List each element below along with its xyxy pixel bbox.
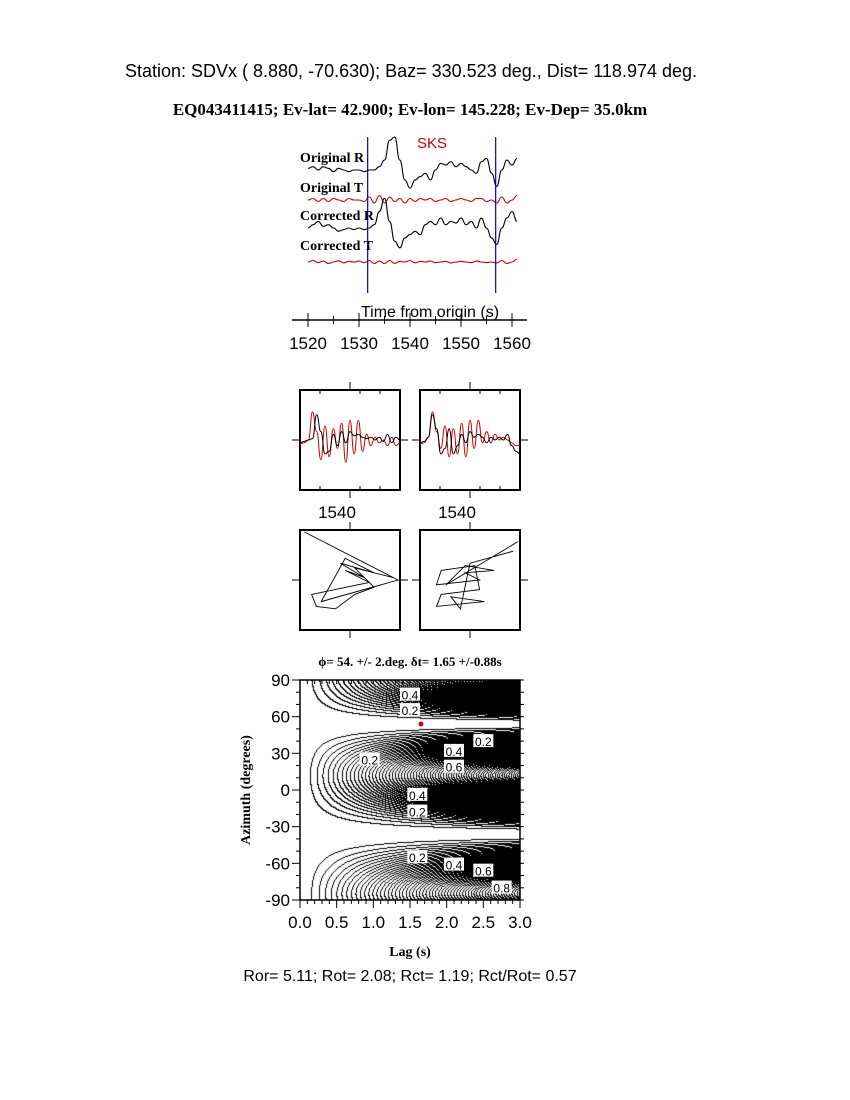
x-tick-label: 0.5 — [325, 913, 349, 932]
x-tick-label: 2.0 — [435, 913, 459, 932]
time-tick-label: 1520 — [289, 334, 327, 353]
waveform-red — [419, 411, 520, 458]
contour-label: 0.2 — [361, 753, 378, 767]
y-tick-label: -90 — [265, 891, 290, 910]
contour-title: ϕ= 54. +/- 2.deg. δt= 1.65 +/-0.88s — [318, 654, 502, 669]
event-line: EQ043411415; Ev-lat= 42.900; Ev-lon= 145… — [173, 100, 647, 119]
phase-label: SKS — [417, 135, 447, 152]
contour-label-bg — [400, 703, 420, 717]
waveform-red — [299, 411, 401, 463]
particle-motion-panels — [292, 522, 528, 638]
contour-axes: 0.0 0.5 1.0 1.5 2.0 2.5 3.0 90 60 30 0 -30 -60 -90 0.4… — [265, 671, 531, 932]
y-tick-label: 0 — [281, 781, 290, 800]
contour-label-bg — [359, 752, 380, 766]
contour-label-bg — [473, 734, 494, 748]
y-tick-label: 60 — [271, 708, 290, 727]
time-tick-label: 1550 — [442, 334, 480, 353]
y-tick-label: 30 — [271, 744, 290, 763]
contour-label-bg — [473, 863, 494, 877]
x-tick-label: 2.5 — [472, 913, 496, 932]
trace-corrected-t — [307, 258, 518, 265]
contour-label: 0.4 — [409, 789, 426, 803]
x-tick-label: 1.5 — [398, 913, 422, 932]
waveform-panels — [292, 382, 528, 498]
trace-label-original-r: Original R — [300, 151, 365, 166]
contour-label: 0.4 — [402, 689, 419, 703]
footer-ratios: Ror= 5.11; Rot= 2.08; Rct= 1.19; Rct/Rot… — [243, 968, 576, 985]
contour-label-bg — [444, 857, 464, 871]
contour-label: 0.8 — [493, 882, 510, 896]
x-tick-label: 0.0 — [288, 913, 312, 932]
contour-label: 0.4 — [446, 745, 463, 759]
contour-label: 0.6 — [446, 761, 463, 775]
trace-original-t — [307, 194, 518, 204]
contour-label: 0.6 — [475, 865, 492, 879]
contour-label-bg — [491, 880, 512, 894]
time-tick-label: 1540 — [391, 334, 429, 353]
best-fit-marker — [418, 721, 424, 727]
contour-xlabel: Lag (s) — [389, 945, 431, 960]
contour-label: 0.2 — [409, 851, 426, 865]
time-tick-label: 1560 — [493, 334, 531, 353]
time-axis: 1520 1530 1540 1550 1560 — [289, 313, 531, 353]
trace-original-r — [307, 136, 518, 189]
contour-label-bg — [407, 804, 428, 818]
contour-label: 0.4 — [446, 859, 463, 873]
time-tick-label: 1530 — [340, 334, 378, 353]
particle-motion-path — [304, 531, 400, 610]
waveform-black — [299, 414, 401, 455]
traces-group — [307, 136, 518, 293]
contour-ylabel: Azimuth (degrees) — [239, 735, 254, 845]
time-axis-label: Time from origin (s) — [361, 304, 499, 321]
contour-label-bg — [444, 759, 464, 773]
panel-tick-label-right: 1540 — [438, 503, 476, 522]
contour-label-bg — [400, 687, 420, 701]
y-tick-label: -60 — [265, 854, 290, 873]
station-line: Station: SDVx ( 8.880, -70.630); Baz= 33… — [125, 61, 697, 81]
trace-label-corrected-t: Corrected T — [300, 239, 374, 254]
y-tick-label: 90 — [271, 671, 290, 690]
x-tick-label: 1.0 — [362, 913, 386, 932]
trace-label-original-t: Original T — [300, 181, 364, 196]
contour-label-bg — [444, 743, 464, 757]
contour-label: 0.2 — [475, 735, 492, 749]
trace-label-corrected-r: Corrected R — [300, 209, 375, 224]
contour-label-bg — [407, 787, 428, 801]
panel-tick-label-left: 1540 — [318, 503, 356, 522]
contour-label-bg — [407, 850, 428, 864]
trace-corrected-r — [307, 197, 518, 249]
contour-label: 0.2 — [409, 806, 426, 820]
contour-label: 0.2 — [402, 704, 419, 718]
waveform-box — [419, 389, 521, 491]
y-tick-label: -30 — [265, 818, 290, 837]
particle-motion-box — [419, 529, 521, 631]
particle-motion-box — [299, 529, 401, 631]
x-tick-label: 3.0 — [508, 913, 532, 932]
particle-motion-path — [435, 541, 519, 610]
waveform-black — [419, 414, 521, 455]
